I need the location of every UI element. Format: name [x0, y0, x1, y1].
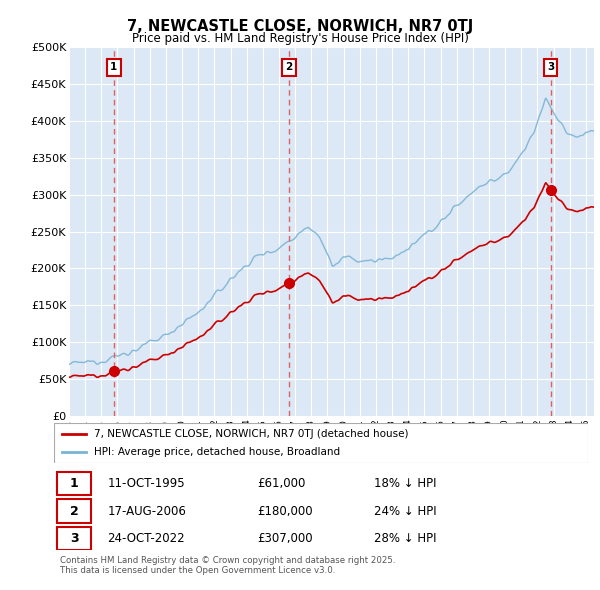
Bar: [69, 47, 594, 416]
Text: 2: 2: [286, 63, 293, 73]
Text: 24% ↓ HPI: 24% ↓ HPI: [374, 504, 437, 517]
Text: £307,000: £307,000: [257, 532, 313, 545]
Text: HPI: Average price, detached house, Broadland: HPI: Average price, detached house, Broa…: [94, 447, 340, 457]
Text: 18% ↓ HPI: 18% ↓ HPI: [374, 477, 437, 490]
Bar: [69, 47, 594, 416]
Text: 2: 2: [70, 504, 79, 517]
FancyBboxPatch shape: [54, 423, 588, 463]
Text: 17-AUG-2006: 17-AUG-2006: [107, 504, 186, 517]
Text: £61,000: £61,000: [257, 477, 305, 490]
Text: Contains HM Land Registry data © Crown copyright and database right 2025.
This d: Contains HM Land Registry data © Crown c…: [60, 556, 395, 575]
Text: 11-OCT-1995: 11-OCT-1995: [107, 477, 185, 490]
Text: 1: 1: [110, 63, 118, 73]
FancyBboxPatch shape: [56, 500, 91, 523]
Text: 3: 3: [70, 532, 79, 545]
Text: 24-OCT-2022: 24-OCT-2022: [107, 532, 185, 545]
FancyBboxPatch shape: [56, 472, 91, 496]
Text: 3: 3: [547, 63, 554, 73]
Text: 7, NEWCASTLE CLOSE, NORWICH, NR7 0TJ: 7, NEWCASTLE CLOSE, NORWICH, NR7 0TJ: [127, 19, 473, 34]
FancyBboxPatch shape: [56, 527, 91, 550]
Text: 28% ↓ HPI: 28% ↓ HPI: [374, 532, 437, 545]
Text: Price paid vs. HM Land Registry's House Price Index (HPI): Price paid vs. HM Land Registry's House …: [131, 32, 469, 45]
Text: £180,000: £180,000: [257, 504, 313, 517]
Text: 7, NEWCASTLE CLOSE, NORWICH, NR7 0TJ (detached house): 7, NEWCASTLE CLOSE, NORWICH, NR7 0TJ (de…: [94, 429, 409, 439]
Text: 1: 1: [70, 477, 79, 490]
